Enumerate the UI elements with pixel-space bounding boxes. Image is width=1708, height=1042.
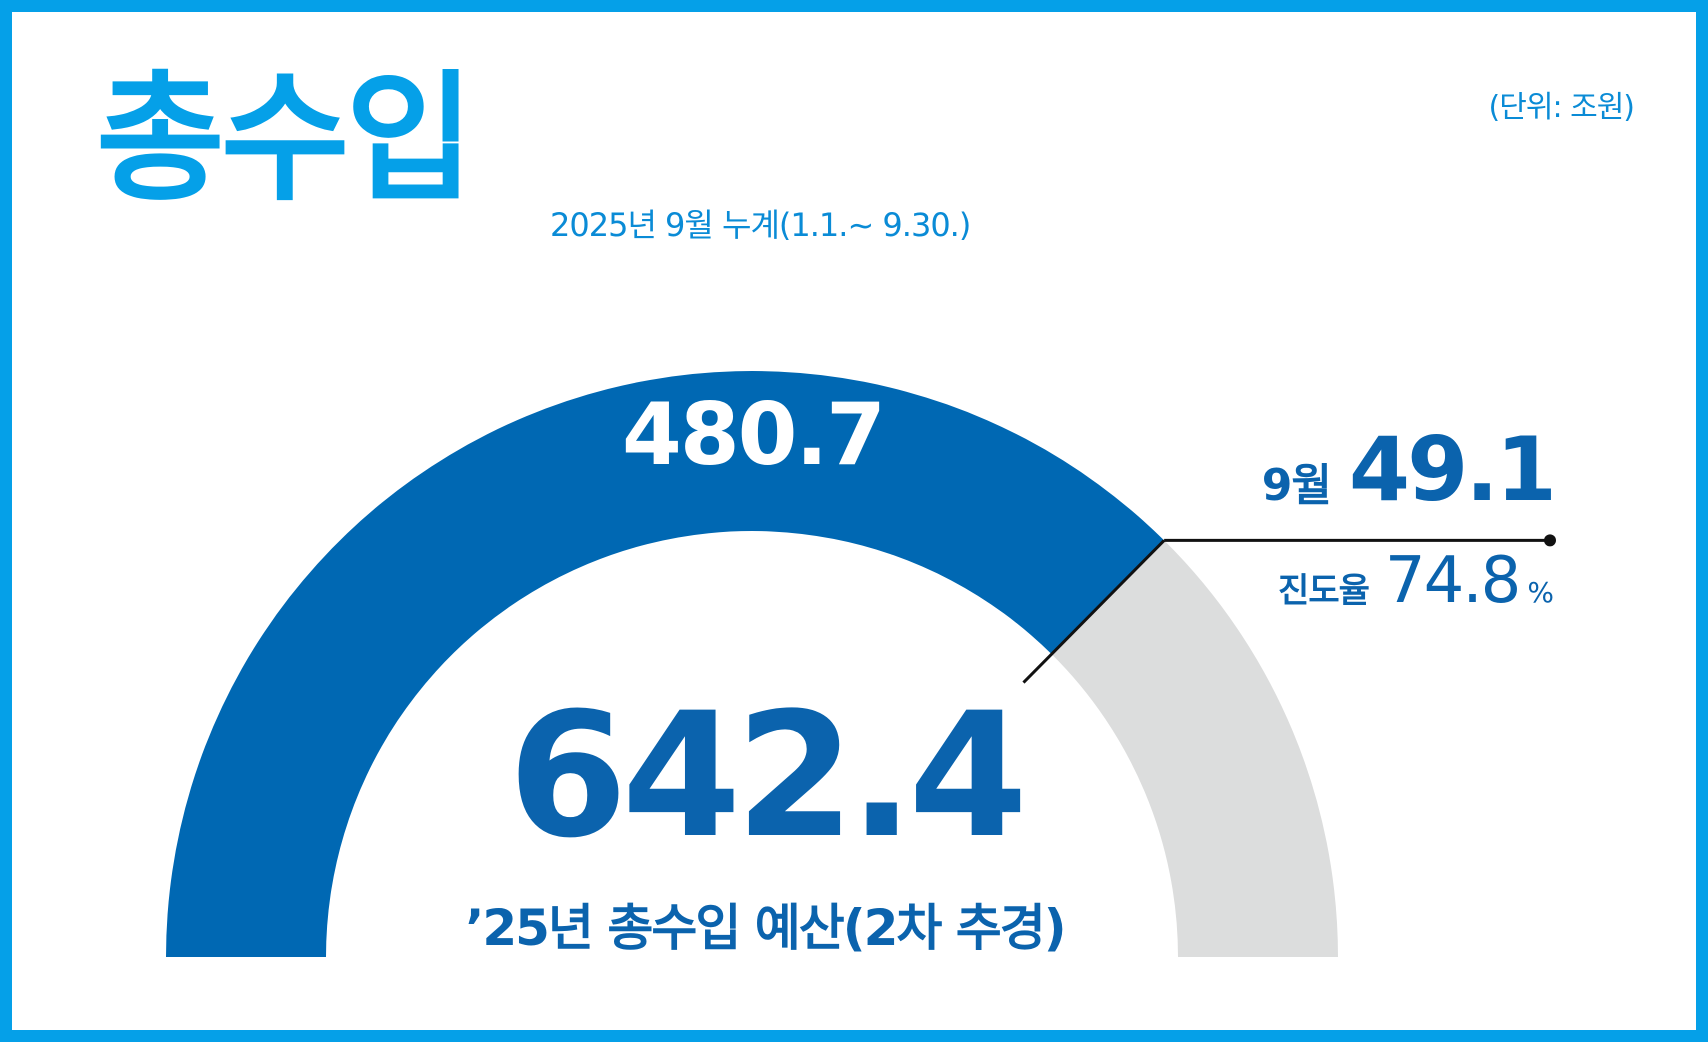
page-title: 총수입 — [96, 58, 474, 221]
progress-label: 진도율 — [1278, 571, 1370, 611]
budget-total-value: 642.4 — [507, 675, 1028, 876]
leader-line-diagonal — [1022, 539, 1166, 684]
gauge-remaining-arc — [1051, 540, 1338, 957]
budget-total-caption: ’25년 총수입 예산(2차 추경) — [465, 899, 1066, 957]
period-subtitle: 2025년 9월 누계(1.1.~ 9.30.) — [550, 206, 971, 244]
gauge-achieved-arc — [166, 371, 1165, 958]
progress-unit: % — [1527, 576, 1554, 609]
month-label: 9월 — [1261, 460, 1332, 511]
leader-line-endpoint — [1544, 534, 1556, 547]
achieved-value-label: 480.7 — [622, 385, 886, 485]
unit-note: (단위: 조원) — [1488, 90, 1635, 125]
progress-value: 74.8 — [1384, 544, 1521, 618]
month-value: 49.1 — [1348, 418, 1557, 521]
monthly-callout: 9월 49.1 — [1261, 418, 1557, 521]
progress-callout: 진도율 74.8 % — [1278, 544, 1554, 618]
